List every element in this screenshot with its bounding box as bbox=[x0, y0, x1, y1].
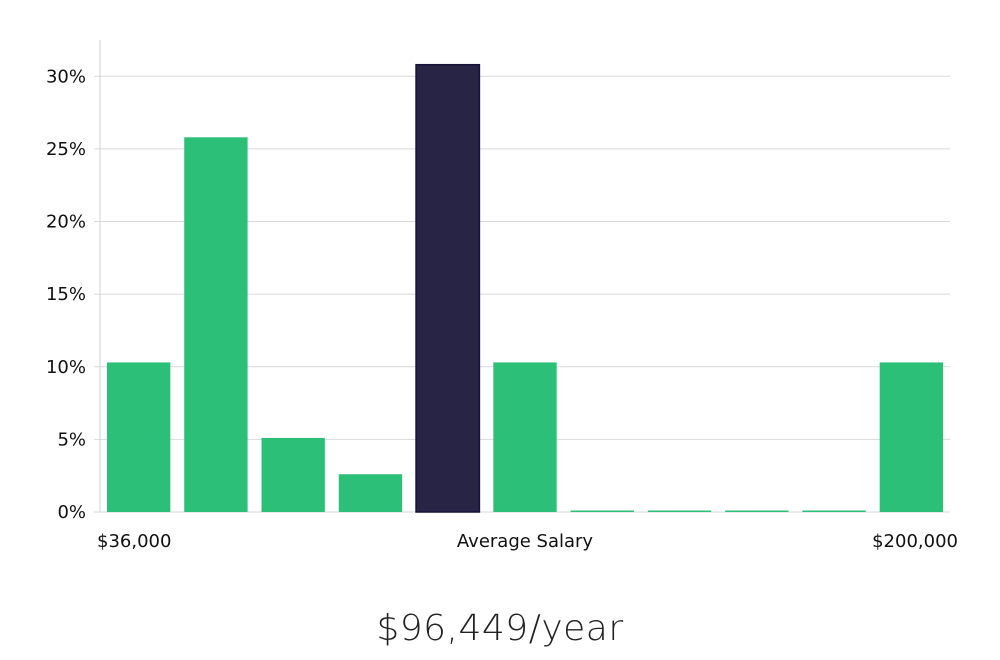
y-tick-label: 20% bbox=[46, 212, 86, 233]
y-tick-label: 30% bbox=[46, 66, 86, 87]
bar bbox=[261, 437, 325, 512]
bars bbox=[106, 63, 944, 513]
bar bbox=[106, 362, 171, 512]
y-tick-label: 10% bbox=[46, 357, 86, 378]
y-tick-label: 5% bbox=[57, 429, 86, 450]
bar bbox=[647, 510, 712, 512]
y-tick-label: 25% bbox=[46, 139, 86, 160]
x-max-label: $200,000 bbox=[872, 531, 958, 552]
average-salary-value: $96,449/year bbox=[376, 608, 624, 649]
bar bbox=[802, 510, 866, 512]
bar bbox=[338, 474, 403, 512]
bar bbox=[184, 137, 248, 512]
bar bbox=[879, 362, 944, 512]
y-tick-label: 15% bbox=[46, 284, 86, 305]
bar bbox=[725, 510, 789, 512]
y-axis-ticks: 0% 5% 10% 15% 20% 25% 30% bbox=[46, 66, 86, 523]
x-min-label: $36,000 bbox=[97, 531, 171, 552]
x-axis-title: Average Salary bbox=[457, 531, 594, 552]
y-tick-label: 0% bbox=[57, 502, 86, 523]
bar bbox=[570, 510, 634, 512]
bar bbox=[493, 362, 557, 512]
bar-highlight bbox=[415, 63, 481, 513]
